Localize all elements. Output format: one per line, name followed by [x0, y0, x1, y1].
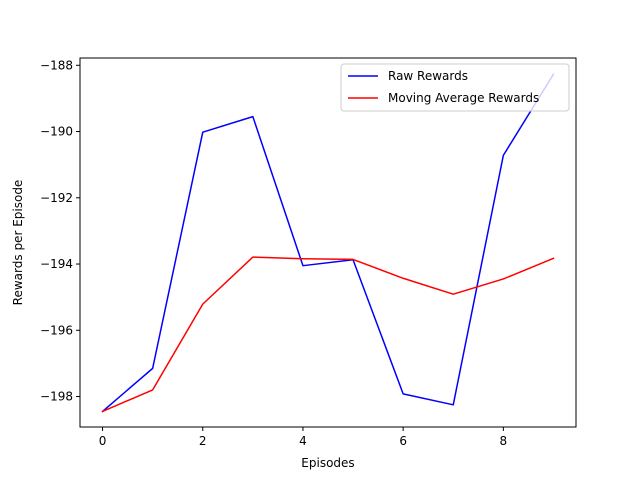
y-tick-label: −192	[40, 191, 73, 205]
x-axis-label: Episodes	[301, 456, 354, 470]
y-tick-label: −190	[40, 125, 73, 139]
y-axis-label: Rewards per Episode	[11, 180, 25, 306]
x-tick-label: 2	[199, 434, 207, 448]
series-line-0	[101, 73, 555, 413]
y-tick-label: −198	[40, 390, 73, 404]
x-tick-label: 4	[299, 434, 307, 448]
x-axis-ticks: 0 2 4 6 8	[99, 427, 507, 448]
x-tick-label: 8	[500, 434, 508, 448]
legend-label-1: Moving Average Rewards	[388, 91, 539, 105]
y-axis-ticks: −198 −196 −194 −192 −190 −188	[40, 58, 80, 404]
series-line-1	[101, 256, 555, 413]
y-tick-label: −194	[40, 257, 73, 271]
series-layer	[101, 73, 555, 413]
axes-frame	[79, 57, 577, 428]
x-tick-label: 0	[99, 434, 107, 448]
y-tick-label: −188	[40, 58, 73, 72]
x-tick-label: 6	[399, 434, 407, 448]
legend-box	[340, 63, 570, 112]
legend: Raw Rewards Moving Average Rewards	[340, 63, 570, 112]
y-tick-label: −196	[40, 323, 73, 337]
legend-label-0: Raw Rewards	[388, 69, 468, 83]
